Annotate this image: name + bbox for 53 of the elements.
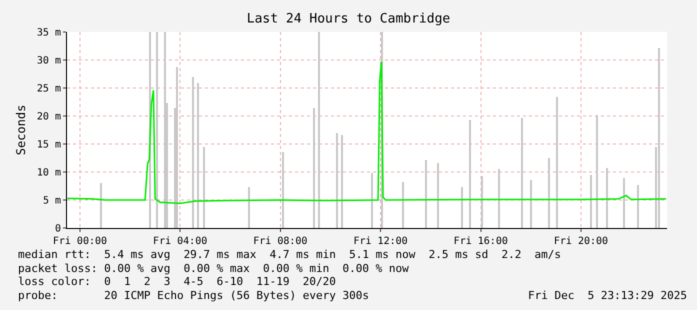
bar xyxy=(481,176,483,228)
bar xyxy=(282,152,284,228)
text: median rtt: 5.4 ms avg 29.7 ms max 4.7 ms min 5.1 ms now 2.5 ms sd 2.2 am/s xyxy=(18,248,562,261)
y-tick-label: 0 xyxy=(54,224,61,234)
bar xyxy=(156,32,158,228)
x-tick-label: Fri 12:00 xyxy=(353,236,408,247)
bar xyxy=(100,183,102,228)
bar xyxy=(371,173,373,228)
bar xyxy=(203,147,205,228)
bar xyxy=(341,135,343,228)
bar xyxy=(313,108,315,228)
x-tick-label: Fri 20:00 xyxy=(554,236,608,247)
y-tick-label: 10 m xyxy=(36,168,61,178)
bar xyxy=(530,180,532,228)
bar xyxy=(469,120,471,228)
bar xyxy=(590,175,592,228)
bar xyxy=(402,182,404,228)
y-tick-label: 15 m xyxy=(36,140,61,150)
bar xyxy=(556,97,558,228)
text: Fri Dec 5 23:13:29 2025 xyxy=(528,289,687,302)
bar xyxy=(318,32,320,228)
bar xyxy=(461,187,463,228)
bar xyxy=(176,67,178,228)
x-tick-label: Fri 08:00 xyxy=(253,236,308,247)
x-tick-label: Fri 04:00 xyxy=(153,236,208,247)
bar xyxy=(623,178,625,228)
line-series xyxy=(67,60,667,204)
chart-title: Last 24 Hours to Cambridge xyxy=(246,12,450,27)
text: probe: 20 ICMP Echo Pings (56 Bytes) every 300s xyxy=(18,289,369,302)
y-tick-label: 35 m xyxy=(36,28,61,38)
y-tick-label: 5 m xyxy=(42,196,61,206)
bar xyxy=(197,83,199,228)
bar xyxy=(248,187,250,228)
y-tick-label: 20 m xyxy=(36,112,61,122)
bar xyxy=(336,133,338,228)
y-tick-label: 25 m xyxy=(36,84,61,94)
bar xyxy=(192,77,194,228)
text: loss color: 0 1 2 3 4-5 6-10 11-19 20/20 xyxy=(18,275,336,288)
bar xyxy=(606,168,608,228)
bar xyxy=(437,163,439,228)
bar xyxy=(425,160,427,228)
x-tick-label: Fri 16:00 xyxy=(454,236,508,247)
bar xyxy=(637,185,639,228)
bar xyxy=(548,158,550,228)
x-tick-label: Fri 00:00 xyxy=(52,236,108,247)
y-tick-label: 30 m xyxy=(36,56,61,66)
bar xyxy=(658,48,660,228)
bar xyxy=(596,115,598,228)
bar xyxy=(164,32,166,228)
y-axis-title: Seconds xyxy=(14,104,28,156)
bar xyxy=(498,169,500,228)
text: packet loss: 0.00 % avg 0.00 % max 0.00 % min 0.00 % now xyxy=(18,262,410,275)
bar xyxy=(521,118,523,228)
